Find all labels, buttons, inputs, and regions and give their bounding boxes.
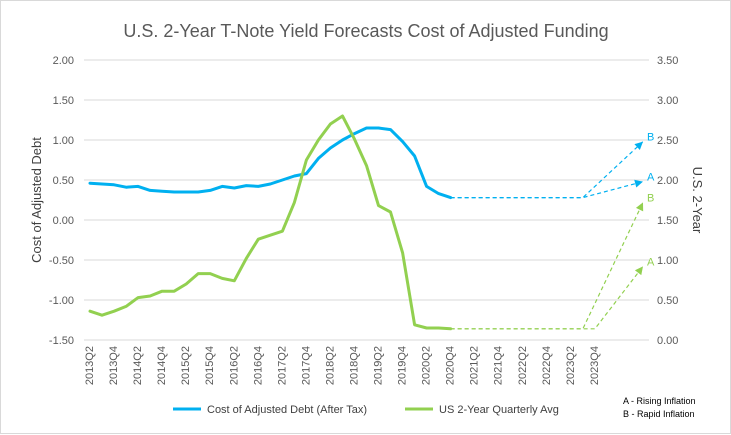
x-tick-label: 2023Q2 [565, 346, 577, 385]
x-tick-label: 2018Q2 [324, 346, 336, 385]
x-tick-label: 2022Q4 [541, 346, 553, 385]
series-line-us-2-year [88, 114, 453, 331]
scenario-notes: A - Rising Inflation B - Rapid Inflation [623, 396, 696, 419]
left-tick-label: 1.50 [53, 95, 74, 107]
forecast-label-us2y-b: B [647, 192, 654, 204]
right-tick-label: 2.50 [657, 135, 678, 147]
left-tick-label: -1.00 [49, 295, 74, 307]
left-tick-label: -1.50 [49, 335, 74, 347]
forecast-arrow-us2y-b [635, 202, 644, 212]
series-line-cost-of-adjusted-debt [88, 126, 453, 200]
left-tick-label: 0.00 [53, 215, 74, 227]
x-tick-label: 2014Q2 [132, 346, 144, 385]
left-tick-label: -0.50 [49, 255, 74, 267]
note-rising-inflation: A - Rising Inflation [623, 396, 696, 406]
x-tick-label: 2020Q2 [421, 346, 433, 385]
right-tick-label: 2.00 [657, 175, 678, 187]
x-tick-label: 2022Q2 [517, 346, 529, 385]
x-tick-label: 2019Q4 [397, 346, 409, 385]
forecast-label-us2y-a: A [647, 256, 655, 268]
right-tick-label: 0.00 [657, 335, 678, 347]
forecast-arrow-cost-a [634, 179, 643, 188]
legend: Cost of Adjusted Debt (After Tax) US 2-Y… [173, 404, 559, 416]
x-tick-label: 2015Q2 [180, 346, 192, 385]
x-tick-label: 2014Q4 [156, 346, 168, 385]
x-tick-label: 2016Q4 [252, 346, 264, 385]
x-tick-label: 2017Q2 [276, 346, 288, 385]
right-tick-label: 1.50 [657, 215, 678, 227]
right-axis-ticks: 0.00 0.50 1.00 1.50 2.00 2.50 3.00 3.50 [657, 55, 678, 347]
x-tick-label: 2023Q4 [589, 346, 601, 385]
x-tick-label: 2021Q4 [493, 346, 505, 385]
chart-title: U.S. 2-Year T-Note Yield Forecasts Cost … [123, 21, 608, 41]
left-axis-ticks: -1.50 -1.00 -0.50 0.00 0.50 1.00 1.50 2.00 [49, 55, 74, 347]
x-tick-label: 2021Q2 [469, 346, 481, 385]
forecast-arrow-us2y-a [634, 266, 643, 276]
left-tick-label: 0.50 [53, 175, 74, 187]
left-tick-label: 1.00 [53, 135, 74, 147]
x-tick-label: 2019Q2 [373, 346, 385, 385]
x-tick-label: 2018Q4 [348, 346, 360, 385]
note-rapid-inflation: B - Rapid Inflation [623, 409, 695, 419]
x-axis-ticks: 2013Q2 2013Q4 2014Q2 2014Q4 2015Q2 2015Q4 2016… [84, 346, 601, 385]
left-axis-title: Cost of Adjusted Debt [29, 137, 44, 263]
forecast-line-cost-a [450, 181, 644, 199]
forecast-line-us2y-b [450, 202, 644, 330]
x-tick-label: 2013Q4 [108, 346, 120, 385]
x-tick-label: 2017Q4 [300, 346, 312, 385]
forecast-line-us2y-a [450, 266, 644, 330]
legend-label-us-2-year: US 2-Year Quarterly Avg [439, 404, 559, 416]
forecast-arrow-cost-b [634, 141, 643, 150]
right-tick-label: 3.50 [657, 55, 678, 67]
right-tick-label: 1.00 [657, 255, 678, 267]
forecast-label-cost-a: A [647, 172, 655, 184]
x-tick-label: 2016Q2 [228, 346, 240, 385]
right-axis-title: U.S. 2-Year [690, 167, 705, 234]
x-tick-label: 2020Q4 [445, 346, 457, 385]
right-tick-label: 3.00 [657, 95, 678, 107]
forecast-label-cost-b: B [647, 132, 654, 144]
right-tick-label: 0.50 [657, 295, 678, 307]
gridlines [84, 59, 649, 341]
legend-label-cost-of-adjusted-debt: Cost of Adjusted Debt (After Tax) [207, 404, 367, 416]
x-tick-label: 2015Q4 [204, 346, 216, 385]
x-tick-label: 2013Q2 [84, 346, 96, 385]
series-lines [88, 114, 453, 331]
left-tick-label: 2.00 [53, 55, 74, 67]
